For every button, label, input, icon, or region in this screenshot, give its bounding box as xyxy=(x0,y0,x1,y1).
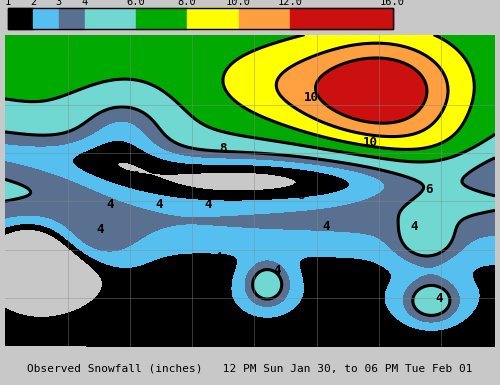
Text: 2: 2 xyxy=(30,0,36,7)
Text: 6: 6 xyxy=(131,170,138,183)
Text: 8: 8 xyxy=(298,189,305,202)
Bar xyxy=(136,8,187,29)
Text: 10: 10 xyxy=(304,90,319,104)
Text: 4: 4 xyxy=(204,198,212,211)
Text: 6.0: 6.0 xyxy=(126,0,145,7)
Text: 4: 4 xyxy=(273,264,280,276)
Text: 4: 4 xyxy=(156,198,163,211)
Bar xyxy=(290,8,392,29)
Bar xyxy=(8,8,33,29)
Bar xyxy=(238,8,290,29)
Text: 4: 4 xyxy=(97,223,104,236)
Text: 4: 4 xyxy=(322,220,330,233)
Bar xyxy=(187,8,238,29)
Text: 3: 3 xyxy=(56,0,62,7)
Text: 10: 10 xyxy=(362,136,378,149)
Text: 4: 4 xyxy=(410,220,418,233)
Bar xyxy=(33,8,59,29)
Bar xyxy=(59,8,84,29)
Text: 8: 8 xyxy=(220,142,227,155)
Text: 4: 4 xyxy=(214,251,222,264)
Text: 4: 4 xyxy=(82,0,87,7)
Text: 4: 4 xyxy=(435,292,442,305)
Bar xyxy=(84,8,136,29)
Text: 10.0: 10.0 xyxy=(226,0,251,7)
Text: 8.0: 8.0 xyxy=(178,0,197,7)
Text: 1: 1 xyxy=(4,0,10,7)
Text: 6: 6 xyxy=(425,182,432,196)
Text: 4: 4 xyxy=(106,198,114,211)
Text: Observed Snowfall (inches)   12 PM Sun Jan 30, to 06 PM Tue Feb 01: Observed Snowfall (inches) 12 PM Sun Jan… xyxy=(27,363,473,373)
Text: 12.0: 12.0 xyxy=(278,0,302,7)
Text: 16.0: 16.0 xyxy=(380,0,405,7)
